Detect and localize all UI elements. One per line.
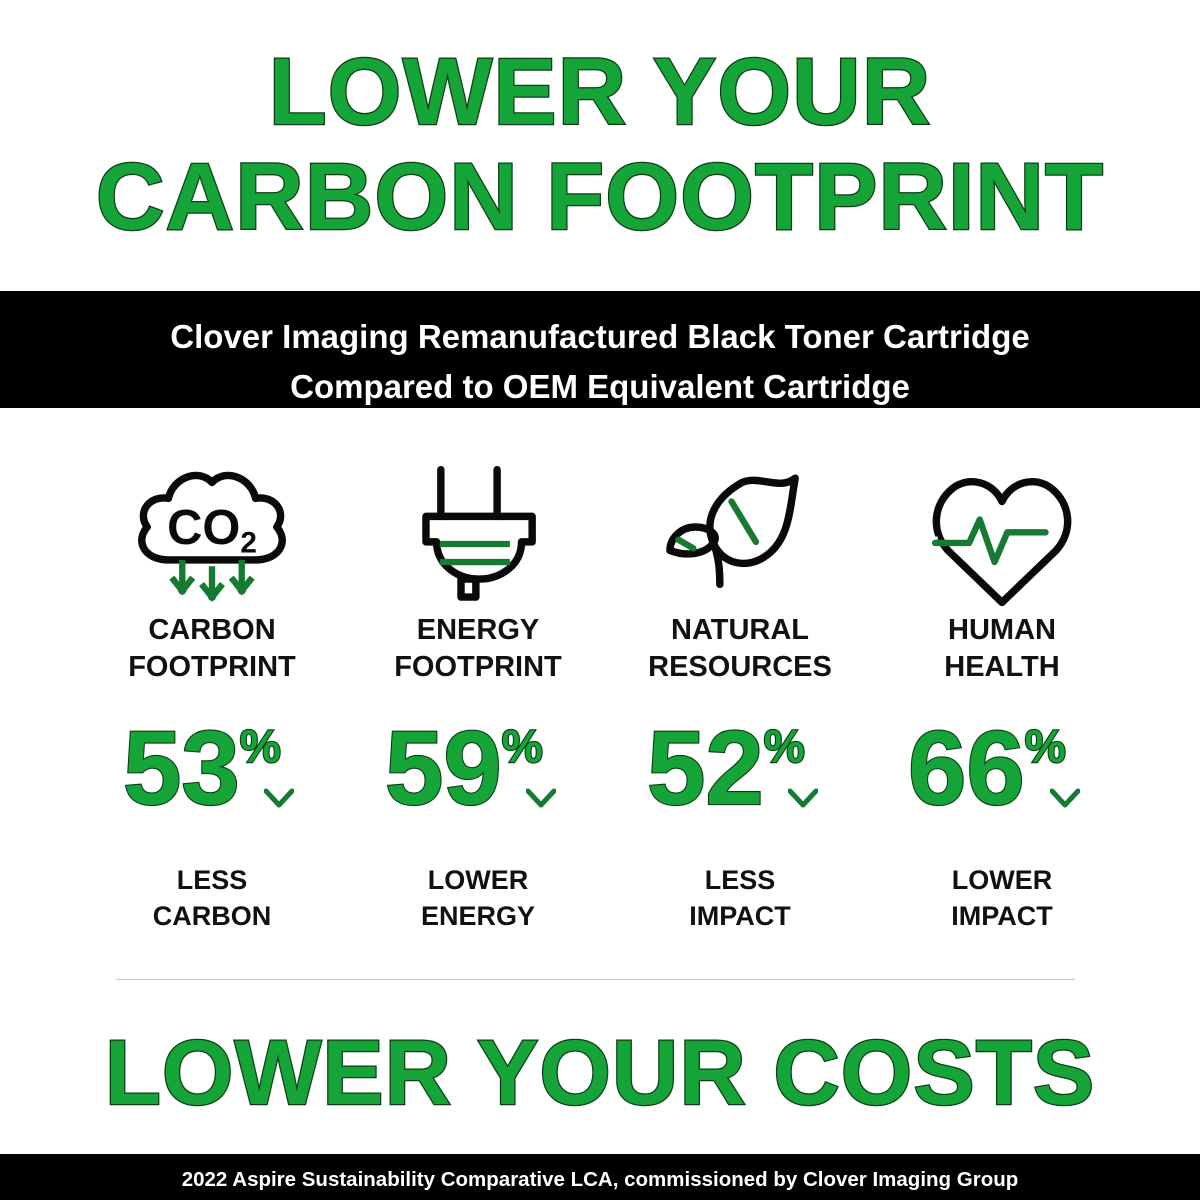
svg-text:CO2: CO2 <box>167 501 257 559</box>
